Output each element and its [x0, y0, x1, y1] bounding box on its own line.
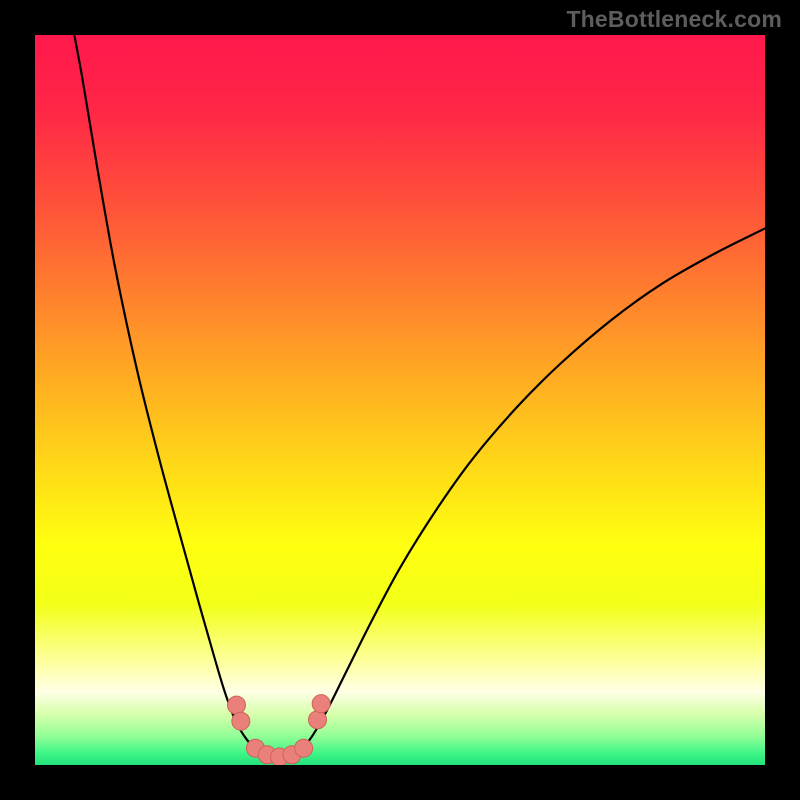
- plot-area: [35, 35, 765, 765]
- curve-marker: [227, 696, 245, 714]
- curve-marker: [312, 695, 330, 713]
- curve-marker: [295, 739, 313, 757]
- bottleneck-curve-chart: [35, 35, 765, 765]
- curve-marker: [309, 711, 327, 729]
- watermark-text: TheBottleneck.com: [566, 6, 782, 33]
- curve-marker: [232, 712, 250, 730]
- chart-frame: TheBottleneck.com: [0, 0, 800, 800]
